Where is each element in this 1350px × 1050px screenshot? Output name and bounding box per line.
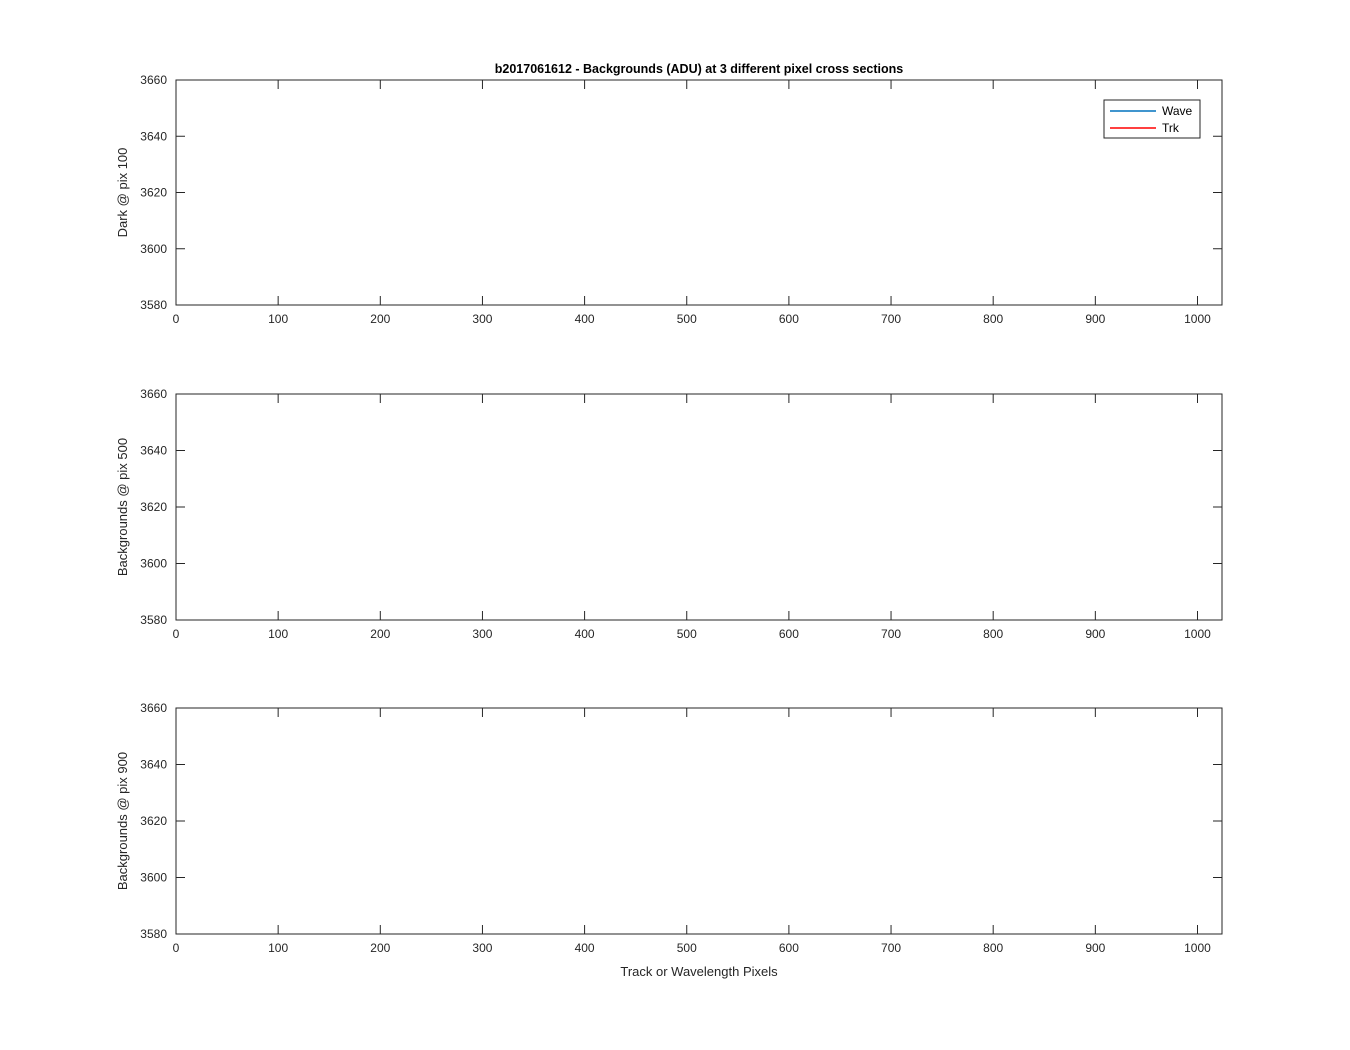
x-tick-label: 300	[472, 941, 492, 955]
legend-box	[1103, 99, 1201, 139]
x-tick-label: 100	[268, 941, 288, 955]
x-tick-label: 600	[779, 627, 799, 641]
x-tick-label: 300	[472, 312, 492, 326]
x-tick-label: 400	[575, 941, 595, 955]
x-tick-label: 500	[677, 627, 697, 641]
y-axis-label: Backgrounds @ pix 500	[115, 438, 130, 576]
y-tick-label: 3640	[140, 129, 167, 143]
x-tick-label: 900	[1085, 627, 1105, 641]
x-tick-label: 800	[983, 627, 1003, 641]
x-tick-label: 1000	[1184, 627, 1211, 641]
y-axis-label: Backgrounds @ pix 900	[115, 752, 130, 890]
x-tick-label: 800	[983, 312, 1003, 326]
x-tick-label: 100	[268, 312, 288, 326]
axes-frame	[175, 707, 1223, 935]
panel-backgrounds-pix-500: 0 100 200 300 400 500 600 700 800 900 1000 3580 3600…	[115, 387, 1223, 641]
y-tick-label: 3660	[140, 387, 167, 401]
y-tick-label: 3620	[140, 186, 167, 200]
x-tick-label: 500	[677, 941, 697, 955]
x-tick-label: 400	[575, 627, 595, 641]
y-tick-label: 3640	[140, 758, 167, 772]
y-tick-label: 3580	[140, 298, 167, 312]
legend-label-wave: Wave	[1162, 104, 1193, 118]
x-tick-label: 700	[881, 312, 901, 326]
x-tick-label: 200	[370, 941, 390, 955]
x-tick-label: 200	[370, 312, 390, 326]
x-tick-label: 0	[173, 941, 180, 955]
x-tick-label: 300	[472, 627, 492, 641]
y-tick-label: 3580	[140, 927, 167, 941]
legend: Wave Trk	[1103, 99, 1201, 139]
y-axis-label: Dark @ pix 100	[115, 148, 130, 238]
x-tick-label: 1000	[1184, 941, 1211, 955]
x-tick-label: 700	[881, 941, 901, 955]
axes-frame	[175, 79, 1223, 306]
panel-backgrounds-pix-900: 0 100 200 300 400 500 600 700 800 900 1000 3580 3600…	[115, 701, 1223, 955]
x-tick-label: 800	[983, 941, 1003, 955]
x-tick-label: 100	[268, 627, 288, 641]
x-tick-label: 900	[1085, 941, 1105, 955]
x-tick-label: 0	[173, 627, 180, 641]
y-tick-label: 3600	[140, 242, 167, 256]
y-tick-label: 3620	[140, 500, 167, 514]
y-tick-label: 3600	[140, 871, 167, 885]
axes-frame	[175, 393, 1223, 621]
x-tick-label: 900	[1085, 312, 1105, 326]
x-tick-label: 1000	[1184, 312, 1211, 326]
x-tick-label: 700	[881, 627, 901, 641]
x-tick-label: 600	[779, 312, 799, 326]
x-tick-label: 200	[370, 627, 390, 641]
y-tick-label: 3580	[140, 613, 167, 627]
panel-dark-pix-100: 0 100 200 300 400 500 600 700 800 900 1000 3580 3600…	[115, 73, 1223, 326]
y-tick-label: 3620	[140, 814, 167, 828]
x-tick-label: 0	[173, 312, 180, 326]
y-tick-label: 3600	[140, 557, 167, 571]
x-tick-label: 400	[575, 312, 595, 326]
x-tick-label: 500	[677, 312, 697, 326]
y-tick-label: 3660	[140, 73, 167, 87]
chart-title: b2017061612 - Backgrounds (ADU) at 3 dif…	[495, 62, 904, 76]
y-tick-label: 3640	[140, 444, 167, 458]
y-tick-label: 3660	[140, 701, 167, 715]
x-axis-label: Track or Wavelength Pixels	[620, 964, 778, 979]
legend-label-trk: Trk	[1162, 121, 1180, 135]
x-tick-label: 600	[779, 941, 799, 955]
